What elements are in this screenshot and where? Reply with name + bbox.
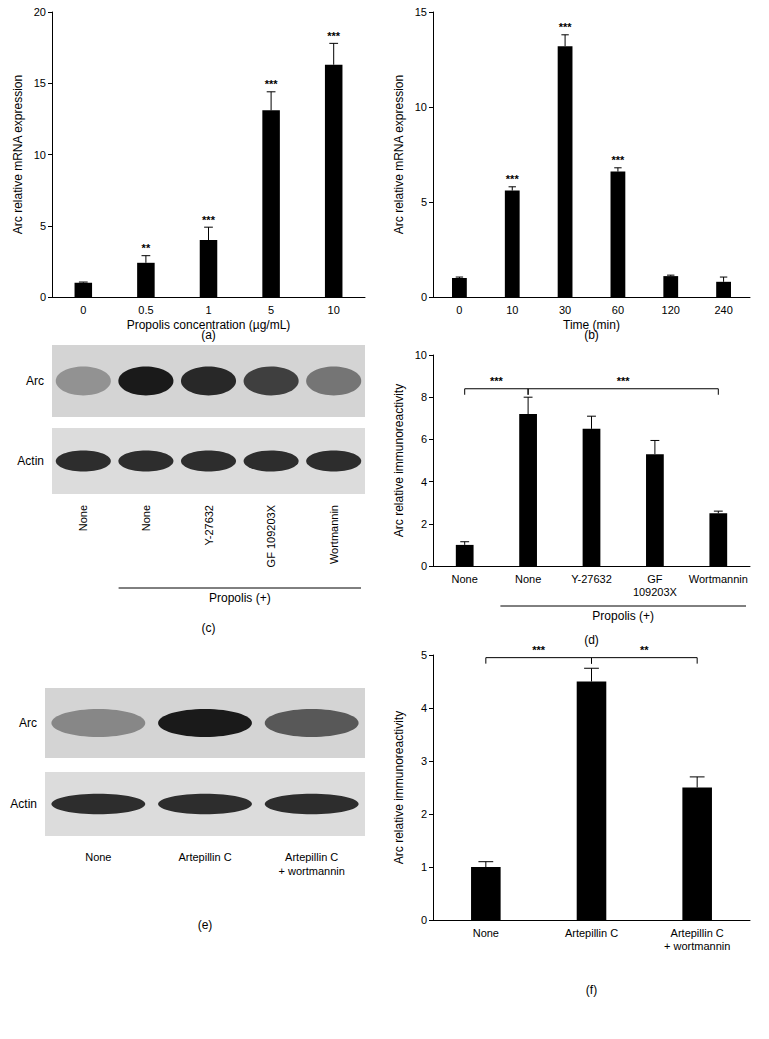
svg-text:Arc relative immunoreactivity: Arc relative immunoreactivity bbox=[392, 711, 406, 864]
svg-text:30: 30 bbox=[559, 304, 571, 316]
svg-text:0: 0 bbox=[421, 560, 427, 572]
svg-text:(c): (c) bbox=[202, 621, 216, 635]
svg-text:***: *** bbox=[532, 644, 546, 656]
svg-text:***: *** bbox=[265, 78, 279, 90]
svg-text:1: 1 bbox=[205, 304, 211, 316]
svg-text:Y-27632: Y-27632 bbox=[203, 505, 215, 546]
svg-text:(f): (f) bbox=[586, 983, 597, 997]
svg-text:Y-27632: Y-27632 bbox=[571, 573, 612, 585]
svg-text:+ wortmannin: + wortmannin bbox=[664, 940, 730, 952]
svg-text:6: 6 bbox=[421, 433, 427, 445]
svg-text:0.5: 0.5 bbox=[138, 304, 153, 316]
svg-text:Propolis concentration (µg/mL): Propolis concentration (µg/mL) bbox=[127, 318, 291, 332]
svg-text:15: 15 bbox=[34, 77, 46, 89]
svg-text:8: 8 bbox=[421, 391, 427, 403]
svg-text:10: 10 bbox=[328, 304, 340, 316]
svg-text:None: None bbox=[85, 851, 111, 863]
svg-text:***: *** bbox=[327, 30, 341, 42]
svg-text:Artepillin C: Artepillin C bbox=[671, 927, 724, 939]
svg-text:***: *** bbox=[202, 214, 216, 226]
svg-text:Artepillin C: Artepillin C bbox=[285, 851, 338, 863]
svg-text:Wortmannin: Wortmannin bbox=[328, 505, 340, 564]
svg-text:5: 5 bbox=[268, 304, 274, 316]
svg-text:0: 0 bbox=[40, 291, 46, 303]
svg-text:***: *** bbox=[559, 21, 573, 33]
svg-text:Time (min): Time (min) bbox=[563, 318, 620, 332]
svg-text:None: None bbox=[77, 505, 89, 531]
svg-text:240: 240 bbox=[714, 304, 732, 316]
svg-text:***: *** bbox=[490, 375, 504, 387]
svg-text:10: 10 bbox=[34, 149, 46, 161]
svg-text:Arc relative mRNA expression: Arc relative mRNA expression bbox=[11, 75, 25, 234]
svg-text:109203X: 109203X bbox=[633, 586, 678, 598]
svg-text:Arc relative mRNA expression: Arc relative mRNA expression bbox=[392, 75, 406, 234]
svg-text:**: ** bbox=[142, 242, 151, 254]
svg-text:120: 120 bbox=[662, 304, 680, 316]
svg-text:2: 2 bbox=[421, 518, 427, 530]
svg-text:Wortmannin: Wortmannin bbox=[689, 573, 748, 585]
svg-text:0: 0 bbox=[421, 914, 427, 926]
svg-text:(a): (a) bbox=[201, 328, 216, 342]
svg-text:Propolis (+): Propolis (+) bbox=[209, 591, 271, 605]
svg-text:GF: GF bbox=[647, 573, 663, 585]
svg-text:+ wortmannin: + wortmannin bbox=[278, 865, 344, 877]
svg-text:10: 10 bbox=[415, 349, 427, 361]
svg-text:1: 1 bbox=[421, 861, 427, 873]
svg-text:Propolis (+): Propolis (+) bbox=[592, 609, 654, 623]
svg-text:**: ** bbox=[640, 644, 649, 656]
svg-text:20: 20 bbox=[34, 6, 46, 18]
svg-text:(e): (e) bbox=[198, 918, 213, 932]
svg-text:10: 10 bbox=[506, 304, 518, 316]
svg-text:Actin: Actin bbox=[17, 454, 44, 468]
svg-text:4: 4 bbox=[421, 476, 427, 488]
svg-text:5: 5 bbox=[40, 220, 46, 232]
svg-text:Artepillin C: Artepillin C bbox=[565, 927, 618, 939]
svg-text:Actin: Actin bbox=[10, 797, 37, 811]
svg-text:***: *** bbox=[506, 173, 520, 185]
svg-text:2: 2 bbox=[421, 808, 427, 820]
svg-text:GF 109203X: GF 109203X bbox=[265, 504, 277, 567]
svg-text:Arc: Arc bbox=[26, 374, 44, 388]
svg-text:0: 0 bbox=[421, 291, 427, 303]
svg-text:Artepillin C: Artepillin C bbox=[178, 851, 231, 863]
svg-text:(b): (b) bbox=[584, 328, 599, 342]
svg-text:None: None bbox=[473, 927, 499, 939]
svg-text:4: 4 bbox=[421, 702, 427, 714]
svg-text:5: 5 bbox=[421, 649, 427, 661]
svg-text:None: None bbox=[140, 505, 152, 531]
svg-text:Arc: Arc bbox=[19, 716, 37, 730]
svg-text:***: *** bbox=[617, 375, 631, 387]
svg-text:0: 0 bbox=[80, 304, 86, 316]
svg-text:***: *** bbox=[611, 154, 625, 166]
svg-text:5: 5 bbox=[421, 196, 427, 208]
svg-text:60: 60 bbox=[612, 304, 624, 316]
svg-text:None: None bbox=[452, 573, 478, 585]
svg-text:3: 3 bbox=[421, 755, 427, 767]
svg-text:None: None bbox=[515, 573, 541, 585]
svg-text:10: 10 bbox=[415, 101, 427, 113]
svg-text:(d): (d) bbox=[584, 633, 599, 647]
svg-text:0: 0 bbox=[456, 304, 462, 316]
svg-text:Arc relative immunoreactivity: Arc relative immunoreactivity bbox=[392, 384, 406, 537]
svg-text:15: 15 bbox=[415, 6, 427, 18]
